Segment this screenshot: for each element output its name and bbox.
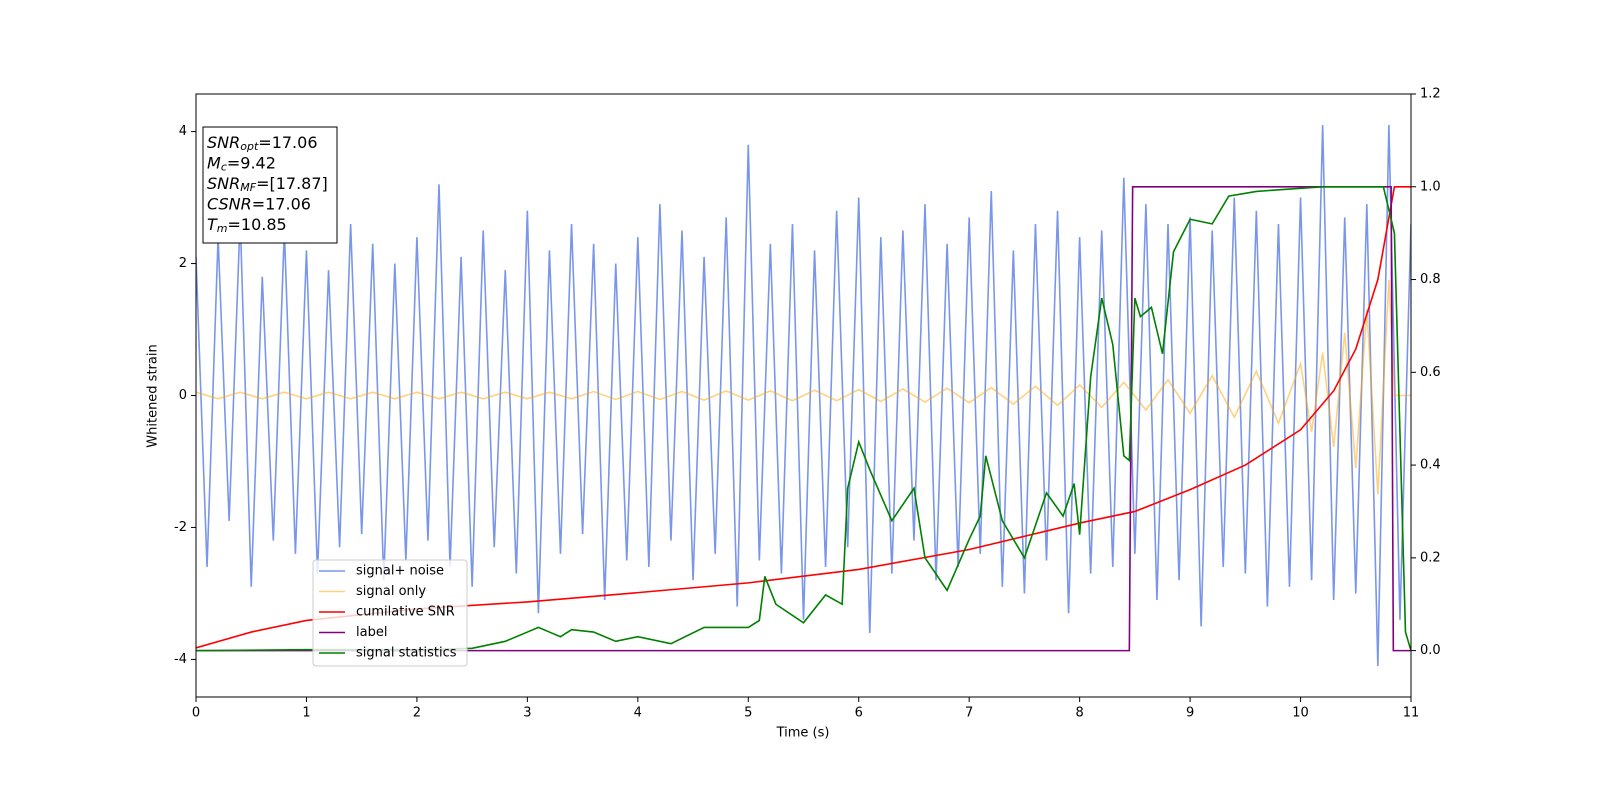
legend-label: cumilative SNR bbox=[356, 605, 455, 620]
x-tick-label: 2 bbox=[413, 706, 421, 721]
y-tick-label: 0 bbox=[179, 388, 187, 403]
annotation-line: Tm=10.85 bbox=[207, 215, 287, 236]
y-tick-label: 4 bbox=[179, 124, 187, 139]
y2-tick-label: 0.0 bbox=[1420, 643, 1441, 658]
y2-tick-label: 0.4 bbox=[1420, 458, 1441, 473]
x-tick-label: 11 bbox=[1403, 706, 1420, 721]
annotation-subscript: c bbox=[221, 161, 227, 174]
y2-tick-label: 1.0 bbox=[1420, 179, 1441, 194]
legend-label: label bbox=[356, 625, 387, 640]
y2-tick-label: 0.8 bbox=[1420, 272, 1441, 287]
annotation-value: =17.06 bbox=[252, 194, 311, 213]
x-axis-label: Time (s) bbox=[776, 726, 830, 741]
annotation-box bbox=[202, 126, 338, 244]
y2-tick-label: 0.2 bbox=[1420, 550, 1441, 565]
annotation-subscript: MF bbox=[240, 181, 256, 194]
series-line bbox=[196, 124, 1411, 667]
x-tick-label: 0 bbox=[192, 706, 200, 721]
annotation-value: =9.42 bbox=[227, 153, 276, 172]
annotation-value: =17.06 bbox=[258, 133, 317, 152]
y-axis-label: Whitened strain bbox=[146, 344, 161, 447]
annotation-symbol: SNR bbox=[207, 133, 240, 152]
legend-label: signal only bbox=[356, 584, 426, 599]
annotation-line: CSNR=17.06 bbox=[207, 194, 311, 213]
y2-tick-label: 0.6 bbox=[1420, 365, 1441, 380]
series-line bbox=[196, 280, 1411, 495]
annotation-value: =[17.87] bbox=[256, 174, 328, 193]
legend-label: signal statistics bbox=[356, 646, 457, 661]
annotation: SNRopt=17.06Mc=9.42SNRMF=[17.87]CSNR=17.… bbox=[207, 133, 328, 236]
x-tick-label: 1 bbox=[302, 706, 310, 721]
x-tick-label: 4 bbox=[634, 706, 642, 721]
annotation-subscript: m bbox=[217, 222, 228, 235]
x-tick-label: 7 bbox=[965, 706, 973, 721]
annotation-line: Mc=9.42 bbox=[207, 153, 276, 174]
x-tick-label: 6 bbox=[855, 706, 863, 721]
annotation-symbol: T bbox=[207, 215, 218, 234]
annotation-line: SNRMF=[17.87] bbox=[207, 174, 328, 195]
legend-label: signal+ noise bbox=[356, 564, 444, 579]
annotation-symbol: M bbox=[207, 153, 221, 172]
y-tick-label: -2 bbox=[174, 520, 187, 535]
x-tick-label: 5 bbox=[744, 706, 752, 721]
x-tick-label: 9 bbox=[1186, 706, 1194, 721]
y2-tick-label: 1.2 bbox=[1420, 87, 1441, 102]
x-tick-label: 8 bbox=[1075, 706, 1083, 721]
x-tick-label: 10 bbox=[1292, 706, 1309, 721]
y-tick-label: -4 bbox=[174, 652, 187, 667]
series-line bbox=[196, 185, 1411, 652]
series-line bbox=[196, 185, 1411, 652]
annotation-symbol: SNR bbox=[207, 174, 240, 193]
x-tick-label: 3 bbox=[523, 706, 531, 721]
annotation-value: =10.85 bbox=[228, 215, 287, 234]
annotation-symbol: CSNR bbox=[207, 194, 252, 213]
legend-box bbox=[312, 559, 468, 667]
annotation-line: SNRopt=17.06 bbox=[207, 133, 318, 154]
y-tick-label: 2 bbox=[179, 256, 187, 271]
annotation-subscript: opt bbox=[240, 140, 259, 153]
